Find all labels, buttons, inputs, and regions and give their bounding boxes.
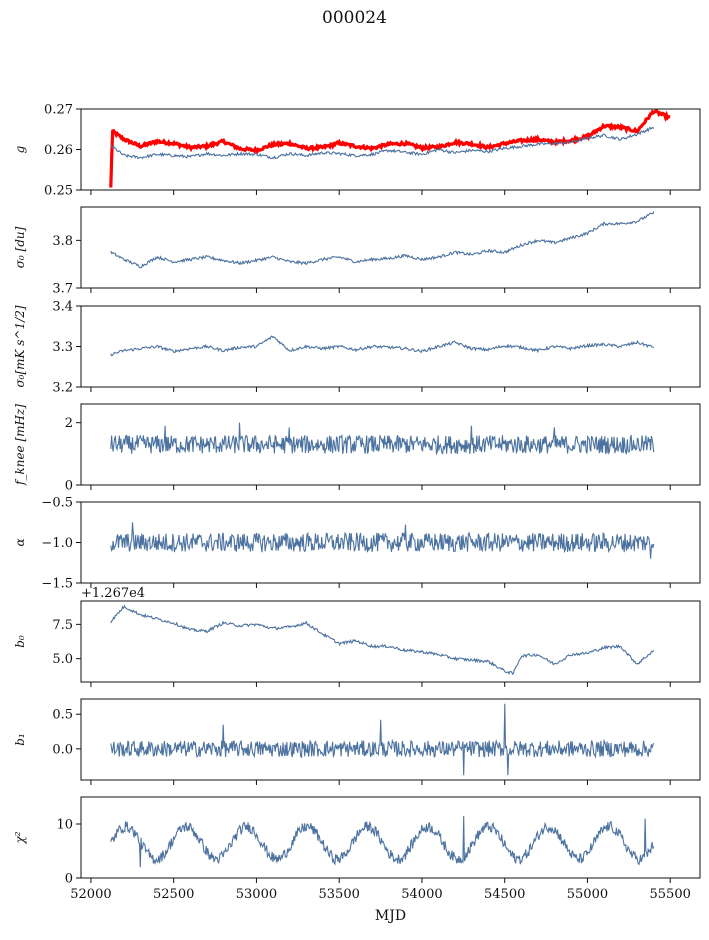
axes-frame-b1 [80,698,701,781]
y-axis-label-chi2: χ² [13,831,27,844]
y-tick-label-chi2-0: 0 [65,872,73,887]
axes-frame-sigma0-mk [80,305,701,388]
x-tick-label-6: 55000 [567,887,608,902]
y-tick-label-sigma0-du-0: 3.7 [52,282,73,297]
y-axis-label-sigma0-du: σ₀ [du] [13,226,27,268]
y-axis-label-b0: b₀ [13,635,27,648]
y-axis-label-fknee: f_knee [mHz] [13,404,27,486]
series-line-b0-0 [110,604,655,676]
panel-sigma0-du: 3.7 3.8 σ₀ [du] [13,206,701,297]
panel-chi2: 0 10 χ² [13,796,701,887]
y-axis-label-b1: b₁ [13,733,27,746]
x-tick-label-1: 52500 [153,887,194,902]
y-tick-label-fknee-1: 2 [65,416,73,431]
y-tick-label-g-0: 0.25 [44,184,73,199]
y-tick-label-chi2-1: 10 [56,818,73,833]
series-line-sigma0-mk-0 [110,335,655,357]
axes-frame-fknee [80,403,701,486]
panel-fknee: 0 2 f_knee [mHz] [13,403,701,494]
x-tick-label-7: 55500 [650,887,691,902]
y-axis-label-g: g [13,145,27,153]
x-axis-label: MJD [375,908,406,924]
axes-frame-b0 [80,600,701,683]
series-line-fknee-0 [110,422,655,456]
x-tick-label-2: 53000 [236,887,277,902]
panel-alpha: −1.5 −1.0 −0.5 α [13,496,701,592]
y-tick-label-alpha-0: −1.5 [41,577,73,592]
series-line-chi2-0 [110,815,655,868]
panel-b1: 0.0 0.5 b₁ [13,698,701,785]
y-tick-label-alpha-1: −1.0 [41,536,73,551]
series-line-g-0 [109,109,671,188]
y-tick-label-g-2: 0.27 [44,103,73,118]
figure-title: 000024 [322,8,387,28]
y-tick-label-b0-0: 5.0 [52,652,73,667]
y-axis-label-sigma0-mk: σ₀[mK s^1/2] [13,305,27,387]
y-tick-label-sigma0-du-1: 3.8 [52,234,73,249]
y-tick-label-b1-0: 0.0 [52,742,73,757]
series-line-g-1 [110,126,655,160]
x-tick-label-0: 52000 [70,887,111,902]
series-line-sigma0-du-0 [110,211,655,269]
y-tick-label-alpha-2: −0.5 [41,496,73,511]
axes-frame-sigma0-du [80,206,701,289]
y-tick-label-b0-1: 7.5 [52,618,73,633]
series-line-alpha-0 [110,522,655,559]
x-tick-label-5: 54500 [484,887,525,902]
y-tick-label-b1-1: 0.5 [52,708,73,723]
panel-sigma0-mk: 3.2 3.3 3.4 σ₀[mK s^1/2] [13,300,701,396]
axes-frame-chi2 [80,796,701,879]
y-axis-label-alpha: α [13,538,27,546]
offset-label-b0: +1.267e4 [81,586,145,601]
panel-g: 0.25 0.26 0.27 g [13,103,701,199]
x-tick-label-4: 54000 [401,887,442,902]
y-tick-label-g-1: 0.26 [44,143,73,158]
y-tick-label-sigma0-mk-0: 3.2 [52,381,73,396]
series-line-b1-0 [110,703,655,776]
y-tick-label-sigma0-mk-1: 3.3 [52,340,73,355]
panel-b0: 5.0 7.5 b₀ +1.267e4 [13,586,701,687]
y-tick-label-fknee-0: 0 [65,479,73,494]
x-tick-label-3: 53500 [319,887,360,902]
y-tick-label-sigma0-mk-2: 3.4 [52,300,73,315]
